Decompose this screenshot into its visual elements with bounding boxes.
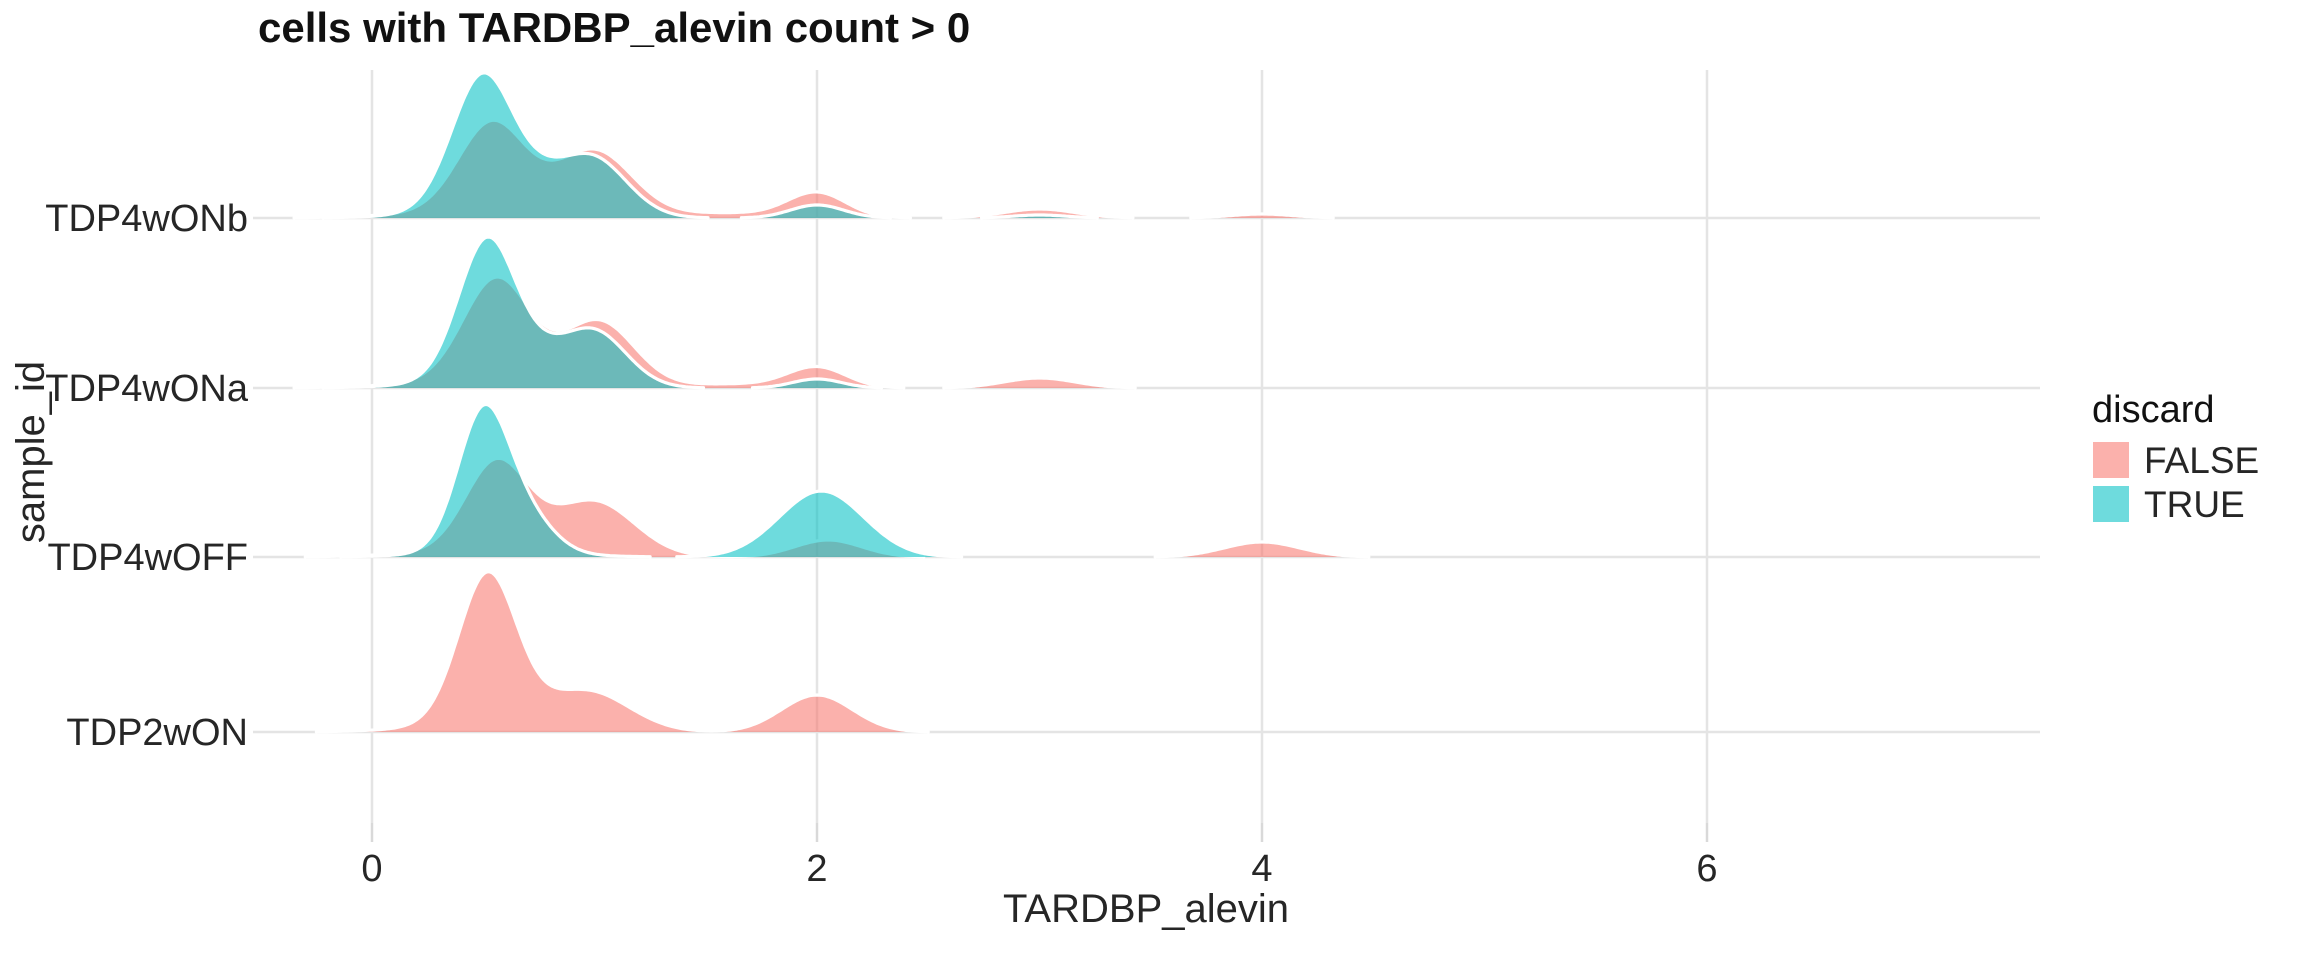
- legend-swatch-TRUE: [2093, 486, 2129, 522]
- x-axis-tick-label: 4: [1251, 848, 1272, 890]
- plot-title: cells with TARDBP_alevin count > 0: [258, 4, 970, 51]
- x-axis-tick-label: 0: [361, 848, 382, 890]
- legend-title: discard: [2092, 389, 2215, 431]
- y-axis-row-label: TDP4wOFF: [47, 537, 248, 579]
- x-axis-tick-label: 6: [1696, 848, 1717, 890]
- axis-labels: 0 2 4 6 TDP4wONb TDP4wONa TDP4wOFF TDP2wON: [45, 198, 1717, 890]
- y-axis-row-label: TDP4wONa: [45, 368, 249, 410]
- legend-label-FALSE: FALSE: [2144, 440, 2259, 481]
- density-curve-TDP2wON-FALSE: [314, 570, 930, 734]
- density-curve-TDP4wOFF-TRUE: [675, 489, 964, 559]
- density-curve-TDP4wONb-TRUE: [739, 203, 892, 220]
- legend-label-TRUE: TRUE: [2144, 484, 2245, 525]
- y-axis-row-label: TDP2wON: [66, 712, 248, 754]
- x-axis-title: TARDBP_alevin: [1003, 887, 1289, 931]
- density-curve-TDP4wONa-TRUE: [321, 235, 706, 390]
- density-curve-TDP4wONb-TRUE: [321, 71, 710, 220]
- density-curve-TDP4wONa-TRUE: [750, 377, 884, 390]
- density-curve-TDP4wOFF-TRUE: [339, 402, 652, 559]
- density-curve-TDP4wONb-FALSE: [1189, 212, 1335, 220]
- legend-swatch-FALSE: [2093, 442, 2129, 478]
- density-curve-TDP4wONa-FALSE: [942, 376, 1137, 390]
- y-axis-row-label: TDP4wONb: [45, 198, 248, 240]
- density-curve-TDP4wOFF-FALSE: [1153, 540, 1371, 559]
- y-axis-title: sample_id: [9, 361, 53, 543]
- density-ridges: [292, 71, 1371, 734]
- density-curve-TDP4wONb-TRUE: [980, 213, 1099, 220]
- x-axis-tick-label: 2: [806, 848, 827, 890]
